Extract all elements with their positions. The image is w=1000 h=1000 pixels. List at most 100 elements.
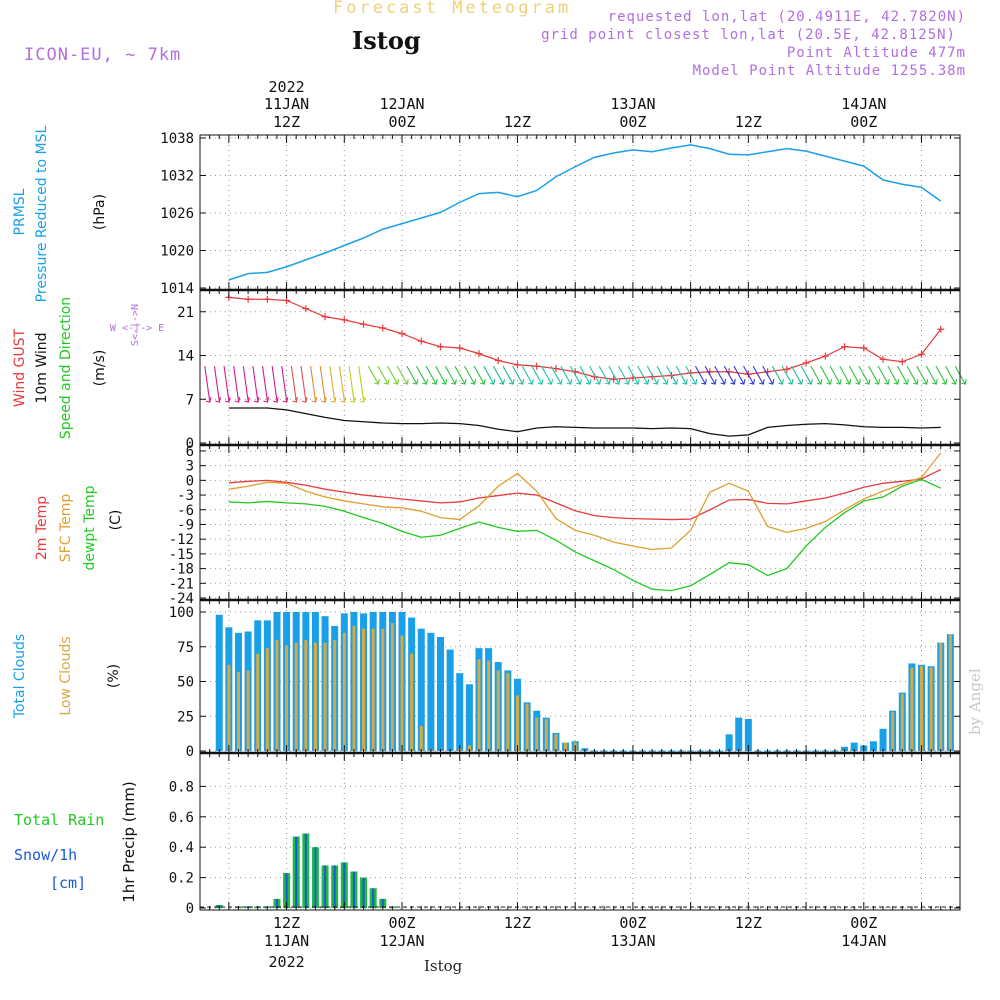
model-altitude: Model Point Altitude 1255.38m — [692, 63, 966, 79]
wind-arrow — [502, 365, 514, 385]
gust-marker — [360, 320, 368, 328]
rain-label: Total Rain — [14, 811, 104, 829]
wind-arrow — [300, 366, 307, 403]
wind-arrowhead — [383, 379, 390, 385]
wind-arrow — [810, 365, 822, 385]
gust-marker — [841, 343, 849, 351]
low-cloud-bar — [352, 625, 356, 751]
gust-marker — [321, 313, 329, 321]
snow-bar — [352, 871, 355, 908]
wind-arrowhead — [489, 379, 496, 385]
wind-arrowhead — [816, 379, 823, 385]
wind-arrowhead — [460, 379, 467, 385]
wind-arrow — [396, 365, 408, 385]
top-date-label: 14JAN — [841, 95, 886, 113]
bottom-date-label: 11JAN — [264, 932, 309, 950]
gust-marker — [437, 343, 445, 351]
product-title: Forecast Meteogram — [333, 0, 572, 18]
y-tick-label: 1020 — [160, 244, 194, 260]
low-cloud-bar — [515, 695, 519, 751]
gust-marker — [513, 361, 521, 369]
wind-arrowhead — [359, 397, 366, 403]
y-tick-label: 14 — [177, 349, 194, 365]
wind-arrow — [464, 365, 476, 385]
wind-arrow — [848, 365, 860, 385]
total-cloud-bar — [735, 717, 743, 751]
wind-arrowhead — [403, 379, 409, 385]
wind-arrow — [829, 365, 841, 385]
snow-bar — [285, 873, 288, 908]
wind-arrow — [791, 365, 803, 385]
gust-marker — [417, 337, 425, 345]
sfc-temp-line — [228, 452, 942, 551]
wind-arrow — [358, 366, 365, 403]
wind-arrowhead — [845, 379, 852, 385]
total-cloud-bar — [744, 719, 752, 751]
y-tick-label: 75 — [177, 640, 194, 656]
total-cloud-bar — [427, 632, 435, 751]
wind-arrow — [406, 365, 418, 385]
wind-arrowhead — [576, 379, 582, 385]
wind-arrow — [550, 365, 562, 385]
y-tick-label: 1038 — [160, 131, 194, 147]
snow-bar — [304, 833, 307, 908]
footer-station: Istog — [424, 957, 463, 975]
snow-bar — [372, 888, 375, 908]
wind-arrowhead — [253, 397, 260, 403]
wind-arrow — [666, 365, 678, 385]
wind-arrow — [560, 365, 572, 385]
y-tick-label: 0.4 — [169, 840, 194, 856]
wind-arrowhead — [864, 379, 871, 385]
wind-arrowhead — [787, 379, 794, 385]
gust-marker — [263, 295, 271, 303]
wind-arrow — [877, 365, 889, 385]
bottom-hour-label: 12Z — [504, 914, 531, 932]
pressure-label-long: Pressure Reduced to MSL — [34, 125, 50, 302]
compass-we: W <-|-> E — [110, 323, 164, 334]
wind-arrow — [675, 365, 687, 385]
wind-arrow — [415, 365, 427, 385]
low-cloud-bar — [467, 745, 471, 751]
gust-marker — [494, 357, 502, 364]
low-cloud-bar — [236, 671, 240, 751]
wind-arrowhead — [653, 379, 659, 385]
low-cloud-bar — [948, 634, 952, 751]
wind-arrow — [512, 365, 524, 385]
gust-marker — [860, 344, 868, 352]
wind-arrowhead — [470, 379, 477, 385]
low-cloud-bar — [506, 673, 510, 751]
bottom-hour-label: 12Z — [273, 914, 300, 932]
bottom-date-label: 14JAN — [841, 932, 886, 950]
total-cloud-bar — [841, 746, 849, 751]
low-cloud-label: Low Clouds — [58, 636, 74, 715]
wind-arrowhead — [720, 379, 727, 385]
low-cloud-bar — [227, 664, 231, 751]
gust-marker — [937, 325, 945, 333]
snow-bar — [314, 847, 317, 908]
wind-arrow — [887, 365, 899, 385]
wind-arrow — [589, 365, 601, 385]
wind-arrowhead — [508, 379, 515, 385]
bottom-hour-label: 12Z — [735, 914, 762, 932]
gust-marker — [302, 305, 310, 313]
total-cloud-bar — [465, 684, 473, 751]
wind-arrowhead — [759, 379, 765, 385]
wind-arrow — [906, 365, 918, 385]
wind-arrowhead — [749, 379, 756, 385]
y-tick-label: -6 — [177, 503, 194, 519]
gust-marker — [456, 344, 464, 352]
gust-line — [228, 296, 942, 380]
wind-arrowhead — [912, 379, 919, 385]
low-cloud-bar — [362, 628, 366, 751]
wind-arrow — [704, 365, 716, 385]
low-cloud-bar — [275, 639, 279, 751]
bottom-year-label: 2022 — [269, 953, 305, 971]
wind-arrowhead — [730, 379, 736, 385]
wind-arrowhead — [710, 379, 717, 385]
station-title: Istog — [352, 26, 421, 55]
wind-arrow — [290, 366, 297, 403]
wind-arrowhead — [215, 397, 221, 403]
wind-arrow — [743, 365, 755, 385]
y-tick-label: 100 — [169, 605, 194, 621]
snow-bar — [343, 862, 346, 908]
